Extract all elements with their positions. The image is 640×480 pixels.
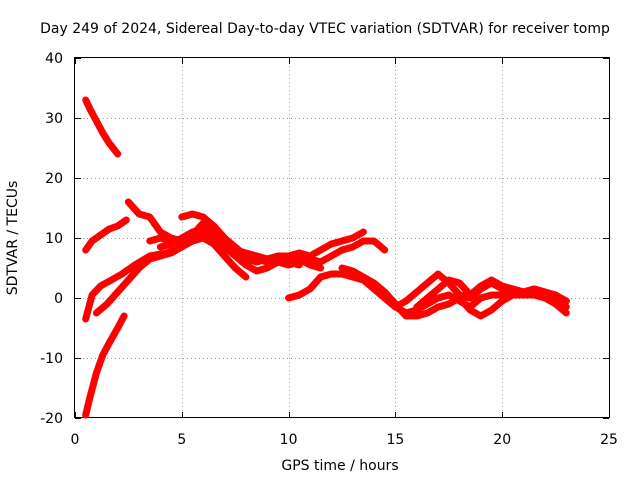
y-tick-labels: -20 -10 0 10 20 30 40 <box>40 51 63 427</box>
y-tick-label: 20 <box>45 171 63 187</box>
series-line <box>413 276 570 311</box>
y-tick-label: 10 <box>45 231 63 247</box>
x-tick-labels: 0 5 10 15 20 25 <box>71 432 618 448</box>
y-tick-label: -10 <box>40 351 63 367</box>
series-line <box>82 312 128 419</box>
x-tick-label: 10 <box>280 432 298 448</box>
series-line <box>82 96 122 158</box>
x-tick-label: 0 <box>71 432 80 448</box>
x-tick-label: 25 <box>600 432 618 448</box>
series-line <box>92 234 250 317</box>
series-line <box>221 237 389 266</box>
chart-title: Day 249 of 2024, Sidereal Day-to-day VTE… <box>40 21 610 37</box>
series-line <box>178 210 367 266</box>
plot-frame <box>74 57 610 418</box>
y-tick-label: 40 <box>45 51 63 67</box>
axis-ticks <box>75 58 610 419</box>
y-tick-label: -20 <box>40 411 63 427</box>
y-tick-label: 30 <box>45 111 63 127</box>
x-tick-label: 5 <box>177 432 186 448</box>
series-line <box>82 216 130 254</box>
x-axis-label: GPS time / hours <box>281 458 398 474</box>
y-tick-label: 0 <box>54 291 63 307</box>
series-group <box>82 96 570 419</box>
x-tick-label: 20 <box>493 432 511 448</box>
x-tick-label: 15 <box>386 432 404 448</box>
y-axis-label: SDTVAR / TECUs <box>5 181 21 296</box>
